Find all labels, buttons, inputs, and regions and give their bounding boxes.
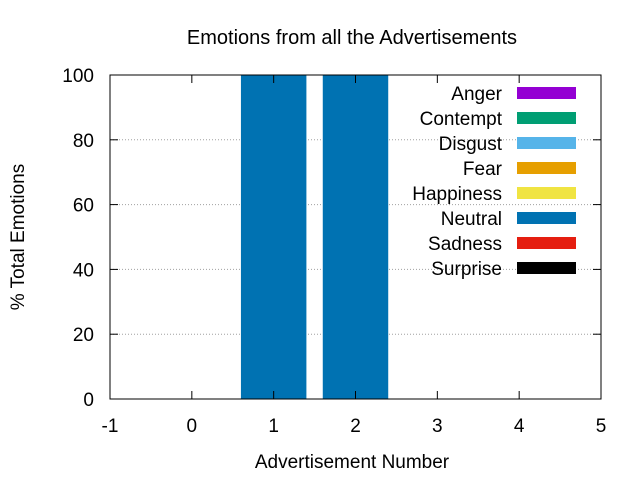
legend: Anger Contempt Disgust Fear Happiness Neutral… <box>412 84 576 280</box>
legend-label-disgust: Disgust <box>439 134 503 155</box>
x-tick-label: 5 <box>596 416 607 437</box>
y-tick-label: 100 <box>62 66 94 87</box>
plot-frame <box>109 74 602 400</box>
chart-title: Emotions from all the Advertisements <box>187 27 517 49</box>
x-tick-label: 1 <box>268 416 279 437</box>
x-tick-label: 4 <box>514 416 525 437</box>
bars <box>240 75 389 399</box>
legend-label-happiness: Happiness <box>412 184 502 205</box>
bar-neutral-2 <box>322 75 389 399</box>
legend-swatch-fear <box>517 162 576 174</box>
legend-label-contempt: Contempt <box>420 109 503 130</box>
y-tick-label: 20 <box>73 325 94 346</box>
legend-swatch-surprise <box>517 262 576 274</box>
x-tick-labels: -1 0 1 2 3 4 5 <box>102 416 607 437</box>
legend-swatch-disgust <box>517 137 576 149</box>
legend-label-surprise: Surprise <box>431 259 502 280</box>
x-tick-label: 0 <box>187 416 198 437</box>
legend-label-sadness: Sadness <box>428 234 502 255</box>
axes <box>109 74 602 400</box>
y-tick-label: 80 <box>73 131 94 152</box>
legend-swatch-happiness <box>517 187 576 199</box>
y-tick-label: 40 <box>73 260 94 281</box>
y-tick-labels: 0 20 40 60 80 100 <box>62 66 94 411</box>
x-tick-label: 3 <box>432 416 443 437</box>
y-axis-label: % Total Emotions <box>8 164 29 310</box>
bar-neutral-1 <box>240 75 307 399</box>
y-tick-label: 60 <box>73 196 94 217</box>
legend-swatch-neutral <box>517 212 576 224</box>
legend-swatch-anger <box>517 87 576 99</box>
legend-label-fear: Fear <box>463 159 503 180</box>
legend-label-anger: Anger <box>451 84 502 105</box>
legend-swatch-contempt <box>517 112 576 124</box>
x-tick-label: -1 <box>102 416 119 437</box>
legend-swatch-sadness <box>517 237 576 249</box>
legend-label-neutral: Neutral <box>441 209 502 230</box>
y-tick-label: 0 <box>83 390 94 411</box>
x-axis-label: Advertisement Number <box>255 452 450 473</box>
x-tick-label: 2 <box>350 416 361 437</box>
